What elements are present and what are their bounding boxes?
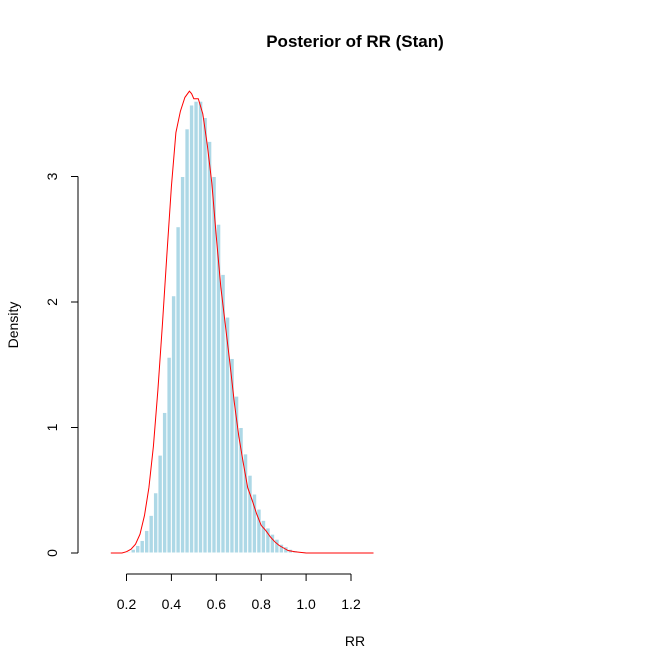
y-axis: 0 1 2 3 (44, 172, 79, 557)
density-curve (110, 90, 374, 554)
histogram-bar (197, 100, 204, 554)
histogram-bar (188, 104, 195, 554)
histogram-bar (143, 529, 150, 554)
histogram-bar (161, 411, 168, 554)
x-tick-label: 0.6 (207, 596, 227, 612)
histogram-bar (179, 176, 186, 554)
histogram-bar (134, 544, 141, 554)
histogram-bar (170, 295, 177, 554)
y-tick-label: 1 (44, 423, 60, 431)
x-axis-label: RR (345, 633, 365, 649)
histogram-bar (139, 539, 145, 554)
histogram-bar (193, 100, 199, 554)
x-tick-label: 0.4 (162, 596, 182, 612)
histogram-bar (206, 140, 213, 554)
histogram-bar (152, 492, 159, 554)
histogram-bar (229, 357, 235, 554)
histogram-bar (238, 427, 244, 554)
histogram-bars (126, 100, 307, 554)
histogram-bar (247, 474, 253, 554)
histogram-bar (274, 538, 280, 554)
y-axis-label: Density (5, 302, 21, 349)
x-axis: 0.2 0.4 0.6 0.8 1.0 1.2 (117, 573, 361, 612)
histogram-bar (215, 223, 222, 554)
histogram-bar (260, 519, 267, 554)
y-tick-label: 3 (44, 172, 60, 180)
chart-title: Posterior of RR (Stan) (266, 32, 444, 51)
histogram-bar (130, 548, 136, 554)
x-tick-label: 0.8 (251, 596, 271, 612)
histogram-bar (126, 551, 132, 554)
histogram-bar (202, 117, 208, 554)
histogram-bar (157, 454, 163, 554)
x-tick-label: 1.0 (296, 596, 316, 612)
y-tick-label: 0 (44, 549, 60, 557)
histogram-bar (184, 128, 190, 554)
y-tick-label: 2 (44, 298, 60, 306)
histogram-bar (175, 226, 181, 554)
histogram-bar (166, 356, 172, 554)
x-tick-label: 0.2 (117, 596, 137, 612)
histogram-bar (148, 514, 154, 554)
x-tick-label: 1.2 (341, 596, 361, 612)
